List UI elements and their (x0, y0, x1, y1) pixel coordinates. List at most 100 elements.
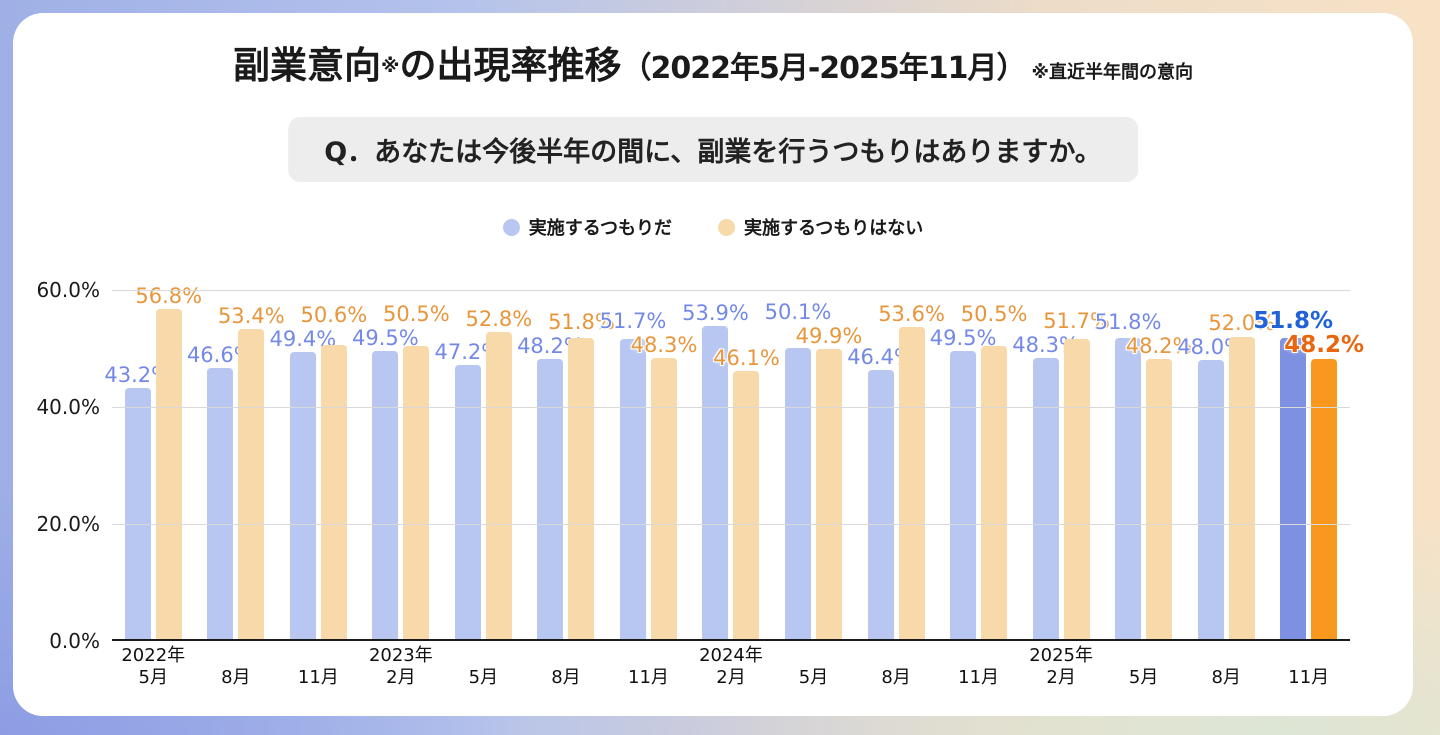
bar-label-intend: 51.8% (1094, 310, 1162, 334)
bar-label-no-intend: 48.2% (1284, 331, 1365, 358)
bar-group: 49.5% 50.5% (930, 290, 1027, 641)
x-month-label: 5月 (1128, 667, 1159, 688)
x-axis-category: 11月 (937, 644, 1020, 689)
bar-intend: 51.8% (1253, 309, 1333, 641)
x-year-label (1102, 644, 1185, 667)
x-axis-category: 5月 (442, 644, 525, 689)
bar-intend: 50.1% (765, 301, 831, 641)
bar-intend: 49.5% (352, 327, 419, 641)
bar-label-intend: 48.2% (517, 333, 584, 358)
chart-card: 副業意向※の出現率推移（2022年5月-2025年11月） ※直近半年間の意向 Q… (13, 13, 1413, 716)
bar-group: 51.8% 48.2% (1095, 290, 1193, 641)
bar-label-intend: 53.9% (682, 300, 749, 325)
bar-intend: 48.3% (1012, 334, 1079, 641)
bar-no-intend: 52.8% (466, 308, 532, 641)
bar-label-no-intend: 50.5% (960, 302, 1028, 327)
y-tick-label: 20.0% (36, 512, 100, 536)
bar-intend: 48.2% (517, 335, 584, 641)
x-month-label: 8月 (881, 667, 911, 688)
page-title: 副業意向※の出現率推移（2022年5月-2025年11月） ※直近半年間の意向 (13, 35, 1413, 89)
bar-label-no-intend: 52.0% (1208, 311, 1276, 336)
bar-intend: 51.7% (600, 310, 666, 641)
x-year-label (937, 644, 1020, 667)
bar-no-intend: 50.6% (300, 304, 367, 641)
bar-group: 51.7% 48.3% (600, 290, 697, 641)
legend: 実施するつもりだ 実施するつもりはない (13, 214, 1413, 240)
gridline (112, 524, 1350, 525)
bar-no-intend: 53.6% (878, 303, 945, 641)
legend-label-intend: 実施するつもりだ (528, 218, 672, 239)
bar-group: 50.1% 49.9% (765, 290, 862, 641)
legend-swatch-intend (502, 218, 520, 236)
bar-group: 49.5% 50.5% (352, 290, 450, 641)
title-note-mark: ※ (380, 55, 400, 77)
title-range: （2022年5月-2025年11月） (621, 51, 1026, 86)
bar-no-intend: 48.2% (1284, 333, 1364, 641)
bar-label-no-intend: 56.8% (135, 283, 203, 308)
legend-item-intend: 実施するつもりだ (502, 214, 672, 240)
bar-group: 46.4% 53.6% (847, 290, 945, 641)
x-month-label: 11月 (297, 667, 339, 688)
survey-question: Q．あなたは今後半年の間に、副業を行うつもりはありますか。 (288, 117, 1138, 182)
bar-label-intend: 49.5% (929, 326, 997, 351)
bar-label-no-intend: 53.6% (878, 302, 945, 327)
x-month-label: 2月 (1046, 667, 1076, 688)
x-axis-category: 2023年 2月 (360, 644, 443, 689)
bar-intend: 53.9% (682, 302, 749, 641)
legend-label-no-intend: 実施するつもりはない (744, 218, 924, 239)
bar-label-intend: 49.5% (352, 326, 419, 351)
bar-no-intend: 52.0% (1208, 312, 1275, 641)
bar-label-intend: 43.2% (104, 363, 172, 388)
bar-no-intend: 56.8% (135, 285, 202, 641)
x-axis-category: 5月 (1102, 644, 1185, 689)
title-main: 副業意向 (232, 44, 381, 87)
y-tick-label: 60.0% (36, 278, 100, 302)
bar-label-no-intend: 48.3% (630, 333, 698, 358)
x-month-label: 8月 (551, 667, 581, 688)
x-year-label (1185, 644, 1268, 667)
x-year-label (195, 644, 278, 667)
x-month-label: 11月 (958, 667, 1000, 688)
title-rest: の出現率推移 (399, 44, 622, 87)
x-year-label (1267, 644, 1350, 667)
x-axis-category: 8月 (855, 644, 938, 689)
bar-group: 48.2% 51.8% (517, 290, 615, 641)
bar-label-no-intend: 49.9% (795, 324, 863, 349)
bar-label-no-intend: 46.1% (713, 346, 780, 371)
legend-swatch-no-intend (718, 218, 735, 236)
x-year-label (442, 644, 525, 667)
title-footnote: ※直近半年間の意向 (1031, 62, 1194, 83)
bar-label-intend: 48.0% (1177, 335, 1245, 360)
x-month-label: 2月 (386, 667, 416, 688)
x-month-label: 5月 (468, 667, 499, 688)
bar-no-intend: 48.3% (631, 334, 697, 641)
bar-no-intend: 50.5% (961, 303, 1027, 641)
x-axis-category: 8月 (1185, 644, 1268, 689)
bar-no-intend: 53.4% (218, 305, 285, 641)
bar-intend: 46.4% (847, 345, 914, 641)
bar-no-intend: 50.5% (383, 303, 450, 641)
bar-label-no-intend: 51.8% (548, 310, 615, 334)
bar-label-no-intend: 53.4% (217, 303, 285, 328)
x-year-label: 2025年 (1029, 645, 1094, 666)
bar-no-intend: 51.7% (1043, 310, 1110, 641)
x-year-label (277, 644, 360, 667)
gridline (112, 290, 1350, 291)
x-axis-category: 11月 (277, 644, 360, 689)
bar-group: 47.2% 52.8% (435, 290, 532, 641)
x-axis-category: 8月 (195, 644, 278, 689)
y-tick-label: 40.0% (36, 395, 100, 419)
y-tick-label: 0.0% (49, 629, 100, 653)
x-axis-category: 11月 (1267, 644, 1350, 689)
bar-intend: 49.4% (269, 328, 336, 641)
bar-label-no-intend: 48.2% (1125, 333, 1193, 358)
x-month-label: 11月 (628, 667, 669, 688)
bar-label-intend: 48.3% (1012, 333, 1079, 358)
x-axis-category: 11月 (607, 644, 690, 689)
bar-group: 48.3% 51.7% (1012, 290, 1110, 641)
x-month-label: 8月 (1211, 667, 1241, 688)
bar-intend: 43.2% (104, 364, 171, 641)
x-axis-category: 8月 (525, 644, 608, 689)
legend-item-no-intend: 実施するつもりはない (718, 214, 923, 240)
